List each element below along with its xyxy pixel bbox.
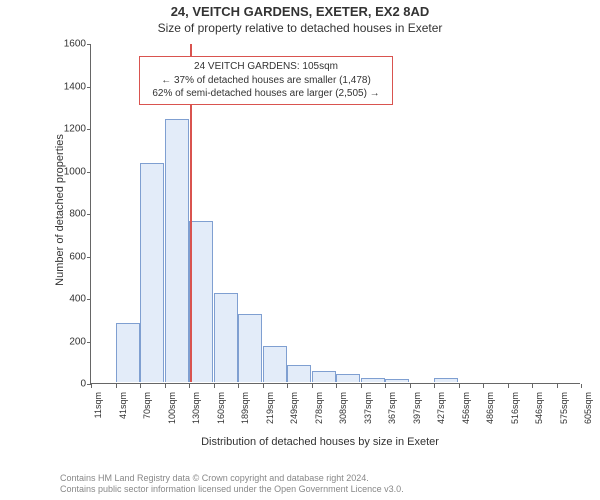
ytick-label: 1400	[56, 81, 86, 92]
ytick-mark	[87, 299, 91, 300]
xtick-label: 219sqm	[265, 392, 275, 424]
ytick-label: 800	[56, 209, 86, 220]
xtick-mark	[581, 384, 582, 388]
title-line1: 24, VEITCH GARDENS, EXETER, EX2 8AD	[0, 0, 600, 19]
xtick-label: 11sqm	[93, 392, 103, 418]
ytick-label: 400	[56, 294, 86, 305]
histogram-bar	[263, 346, 287, 382]
histogram-bar	[434, 378, 458, 382]
xtick-mark	[189, 384, 190, 388]
ytick-mark	[87, 129, 91, 130]
xtick-label: 278sqm	[314, 392, 324, 424]
xtick-mark	[263, 384, 264, 388]
xtick-mark	[287, 384, 288, 388]
xtick-mark	[116, 384, 117, 388]
xtick-label: 337sqm	[363, 392, 373, 424]
title-line2: Size of property relative to detached ho…	[0, 19, 600, 35]
histogram-bar	[361, 378, 385, 382]
annotation-line2: ← 37% of detached houses are smaller (1,…	[146, 74, 386, 88]
plot-region: 24 VEITCH GARDENS: 105sqm← 37% of detach…	[90, 44, 580, 384]
xtick-mark	[214, 384, 215, 388]
xtick-mark	[165, 384, 166, 388]
xtick-label: 486sqm	[485, 392, 495, 424]
ytick-label: 1200	[56, 124, 86, 135]
ytick-label: 0	[56, 379, 86, 390]
chart-container: 24, VEITCH GARDENS, EXETER, EX2 8AD Size…	[0, 0, 600, 500]
histogram-bar	[287, 365, 311, 382]
histogram-bar	[385, 379, 409, 382]
xtick-label: 308sqm	[338, 392, 348, 424]
xtick-mark	[532, 384, 533, 388]
histogram-bar	[214, 293, 238, 382]
xtick-mark	[336, 384, 337, 388]
footer-line1: Contains HM Land Registry data © Crown c…	[60, 473, 404, 485]
xtick-mark	[312, 384, 313, 388]
histogram-bar	[312, 371, 336, 382]
xtick-label: 456sqm	[461, 392, 471, 424]
xtick-label: 546sqm	[534, 392, 544, 424]
xtick-label: 160sqm	[216, 392, 226, 424]
histogram-bar	[140, 163, 164, 382]
xtick-mark	[410, 384, 411, 388]
xtick-mark	[140, 384, 141, 388]
chart-area: Number of detached properties 24 VEITCH …	[60, 44, 580, 414]
ytick-label: 200	[56, 336, 86, 347]
xtick-mark	[508, 384, 509, 388]
ytick-mark	[87, 257, 91, 258]
xtick-label: 427sqm	[436, 392, 446, 424]
xtick-mark	[483, 384, 484, 388]
annotation-line3: 62% of semi-detached houses are larger (…	[146, 87, 386, 101]
histogram-bar	[116, 323, 140, 383]
xtick-label: 605sqm	[583, 392, 593, 424]
xtick-label: 100sqm	[167, 392, 177, 424]
xtick-mark	[434, 384, 435, 388]
histogram-bar	[165, 119, 189, 383]
histogram-bar	[336, 374, 360, 383]
annotation-line1: 24 VEITCH GARDENS: 105sqm	[146, 60, 386, 74]
ytick-label: 1600	[56, 39, 86, 50]
ytick-mark	[87, 44, 91, 45]
x-axis-label: Distribution of detached houses by size …	[60, 436, 580, 448]
xtick-label: 189sqm	[240, 392, 250, 424]
ytick-label: 600	[56, 251, 86, 262]
xtick-mark	[361, 384, 362, 388]
ytick-mark	[87, 342, 91, 343]
xtick-mark	[557, 384, 558, 388]
histogram-bar	[189, 221, 213, 383]
footer-note: Contains HM Land Registry data © Crown c…	[60, 473, 404, 496]
xtick-mark	[238, 384, 239, 388]
xtick-label: 575sqm	[559, 392, 569, 424]
xtick-label: 397sqm	[412, 392, 422, 424]
xtick-mark	[385, 384, 386, 388]
xtick-label: 70sqm	[142, 392, 152, 419]
xtick-label: 516sqm	[510, 392, 520, 424]
ytick-mark	[87, 87, 91, 88]
xtick-mark	[459, 384, 460, 388]
xtick-label: 249sqm	[289, 392, 299, 424]
xtick-mark	[91, 384, 92, 388]
ytick-mark	[87, 214, 91, 215]
ytick-label: 1000	[56, 166, 86, 177]
xtick-label: 41sqm	[118, 392, 128, 419]
annotation-box: 24 VEITCH GARDENS: 105sqm← 37% of detach…	[139, 56, 393, 105]
xtick-label: 130sqm	[191, 392, 201, 424]
xtick-label: 367sqm	[387, 392, 397, 424]
ytick-mark	[87, 172, 91, 173]
footer-line2: Contains public sector information licen…	[60, 484, 404, 496]
histogram-bar	[238, 314, 262, 382]
